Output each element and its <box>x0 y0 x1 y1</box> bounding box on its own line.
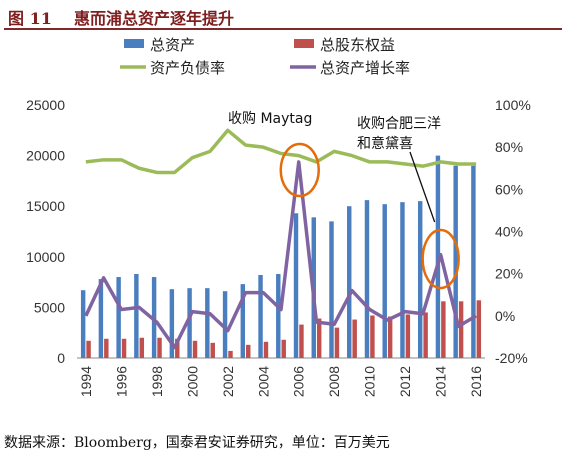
legend-label: 总股东权益 <box>320 36 395 54</box>
right-tick-label: -20% <box>495 350 528 366</box>
bar-total-assets <box>205 288 210 358</box>
bar-total-assets <box>240 284 246 358</box>
highlight-circle-2006 <box>279 142 320 198</box>
bar-total-assets <box>98 279 104 358</box>
bar-total-assets <box>453 165 458 358</box>
bar-equity <box>334 327 340 358</box>
bar-equity <box>299 324 304 358</box>
legend-swatch <box>124 39 144 48</box>
bar-total-assets <box>329 221 334 358</box>
bar-total-assets <box>471 165 476 358</box>
right-tick-label: 20% <box>495 266 523 282</box>
bar-total-assets <box>435 155 441 358</box>
bar-equity <box>210 342 215 358</box>
x-tick-label: 2010 <box>362 366 378 397</box>
left-tick-label: 25000 <box>26 97 65 113</box>
legend-label: 总资产增长率 <box>320 59 410 77</box>
bar-equity <box>175 338 180 358</box>
bar-equity <box>139 337 145 358</box>
x-tick-label: 2006 <box>291 366 307 397</box>
plot-area: 0 5000 10000 15000 20000 25000 -20% 0% 20% 40% 60%… <box>26 97 531 397</box>
figure-title: 惠而浦总资产逐年提升 <box>74 9 235 28</box>
right-tick-label: 100% <box>495 97 531 113</box>
annotation-sanyo-line: 收购合肥三洋 <box>357 116 441 132</box>
bar-equity <box>86 340 91 358</box>
x-tick-label: 1998 <box>149 366 165 397</box>
line-asset-growth <box>84 160 478 350</box>
bar-equity <box>316 318 322 358</box>
bar-equity <box>228 350 233 358</box>
left-tick-label: 10000 <box>26 249 65 265</box>
legend-label: 总资产 <box>150 36 195 54</box>
x-tick-label: 2014 <box>433 366 449 397</box>
bar-equity <box>423 312 428 358</box>
bar-total-assets <box>347 206 352 358</box>
bar-equity <box>104 338 109 358</box>
bar-equity <box>352 319 357 358</box>
legend-swatch <box>294 39 314 48</box>
x-tick-label: 2004 <box>255 366 271 397</box>
bar-equity <box>281 339 286 358</box>
x-tick-label: 1994 <box>78 366 94 397</box>
annotation-maytag: 收购 Maytag <box>228 111 312 127</box>
x-tick-label: 2016 <box>468 366 484 397</box>
x-tick-label: 2000 <box>184 366 200 397</box>
bar-equity <box>192 340 198 358</box>
figure-label: 图 11 <box>8 9 52 28</box>
bar-equity <box>405 314 411 358</box>
bar-total-assets <box>417 201 423 358</box>
highlight-circle-2014 <box>421 228 460 290</box>
left-tick-label: 15000 <box>26 198 65 214</box>
bar-total-assets <box>169 289 175 358</box>
bar-total-assets <box>293 213 299 358</box>
annotation-pointer <box>409 151 436 223</box>
bar-equity <box>263 341 269 358</box>
bar-total-assets <box>187 288 192 358</box>
x-tick-label: 1996 <box>113 366 129 397</box>
bar-equity <box>370 315 375 358</box>
bar-total-assets <box>134 274 139 358</box>
bar-total-assets <box>364 200 370 358</box>
bar-total-assets <box>400 202 405 358</box>
bar-total-assets <box>222 291 228 358</box>
x-tick-label: 2012 <box>397 366 413 397</box>
bar-total-assets <box>151 277 157 358</box>
bar-total-assets <box>80 290 86 358</box>
bar-equity <box>441 301 446 358</box>
title-bar: 图 11 惠而浦总资产逐年提升 <box>4 2 562 30</box>
annotation-sanyo-line: 和意黛喜 <box>357 135 413 152</box>
bar-equity <box>121 338 127 358</box>
right-tick-label: 80% <box>495 139 523 155</box>
x-tick-label: 2008 <box>326 366 342 397</box>
bar-equity <box>157 337 162 358</box>
left-tick-label: 20000 <box>26 148 65 164</box>
x-tick-label: 2002 <box>220 366 236 397</box>
bar-total-assets <box>382 204 387 358</box>
bar-equity <box>458 301 464 358</box>
legend-label: 资产负债率 <box>150 59 225 77</box>
bar-equity <box>246 344 251 358</box>
bar-equity <box>476 300 482 358</box>
bar-total-assets <box>116 277 121 358</box>
left-tick-label: 5000 <box>34 299 65 315</box>
bar-total-assets <box>276 274 281 358</box>
bar-total-assets <box>258 275 263 358</box>
left-tick-label: 0 <box>57 350 65 366</box>
line-debt-ratio <box>85 128 477 175</box>
right-tick-label: 60% <box>495 181 523 197</box>
source-note: 数据来源：Bloomberg，国泰君安证券研究，单位：百万美元 <box>4 435 390 451</box>
bar-equity <box>387 316 393 358</box>
right-tick-label: 40% <box>495 224 523 240</box>
right-tick-label: 0% <box>495 308 515 324</box>
